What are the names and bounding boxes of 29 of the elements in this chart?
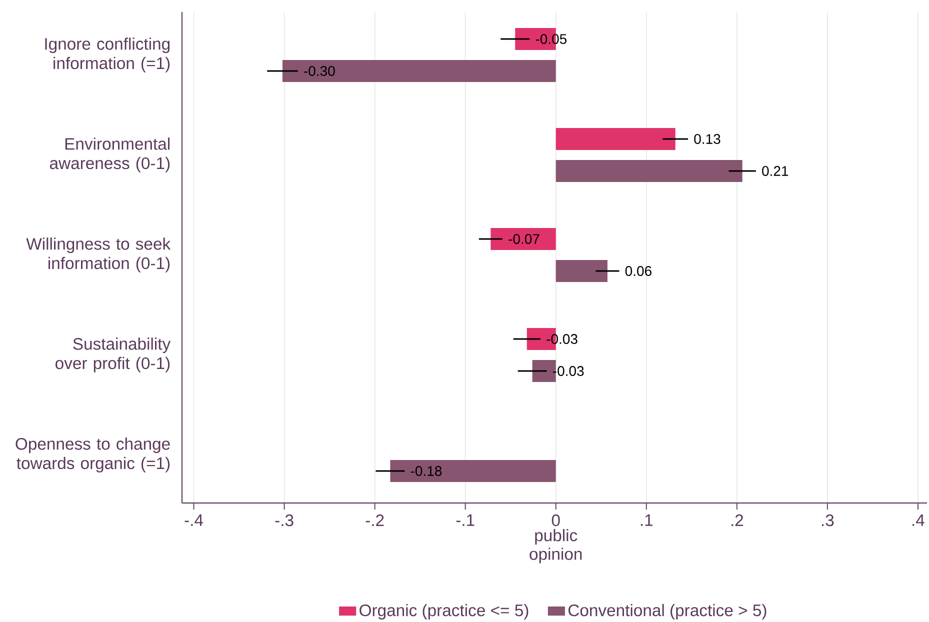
x-tick-label: -.2 [366, 514, 384, 526]
bar [390, 460, 556, 482]
x-tick-label: .4 [912, 514, 924, 526]
data-label: 0.21 [762, 166, 788, 176]
bar [556, 160, 742, 182]
y-tick-label: Openness to change towards organic (=1) [16, 438, 170, 472]
legend-label: Organic (practice <= 5) [360, 604, 528, 620]
data-label: 0.13 [694, 134, 720, 144]
bar [556, 128, 676, 150]
x-tick-label: -.4 [184, 514, 204, 526]
x-tick-label: .1 [640, 514, 653, 526]
y-tick-label: Sustainability over profit (0-1) [56, 338, 171, 372]
x-tick-label: -.1 [456, 514, 474, 526]
y-tick-label: Environmental awareness (0-1) [50, 138, 170, 172]
bar [490, 228, 556, 250]
data-label: -0.18 [410, 466, 442, 476]
data-label: 0.06 [625, 266, 652, 276]
x-axis-title: public opinion [530, 529, 582, 564]
bar [282, 60, 556, 82]
y-tick-label: Willingness to seek information (0-1) [26, 238, 171, 272]
x-tick-label: .3 [822, 514, 834, 526]
data-label: -0.07 [508, 234, 540, 244]
x-tick-label: 0 [552, 514, 560, 526]
bar [556, 260, 608, 282]
x-tick-label: .2 [731, 514, 744, 526]
data-label: -0.30 [304, 66, 335, 76]
y-tick-label: Ignore conflicting information (=1) [45, 38, 170, 72]
legend-label: Conventional (practice > 5) [568, 604, 766, 620]
x-tick-label: -.3 [275, 514, 294, 526]
